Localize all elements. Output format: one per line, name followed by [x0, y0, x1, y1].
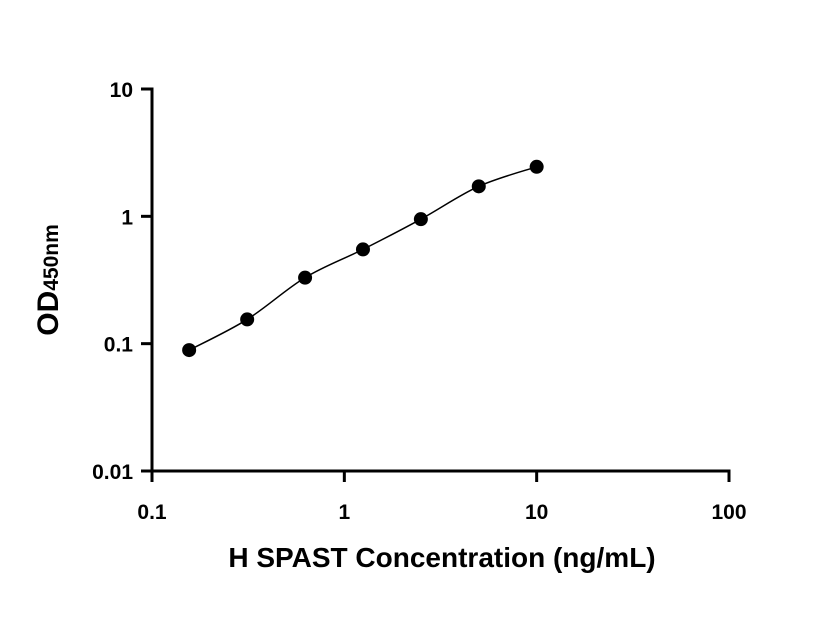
axes	[150, 87, 731, 473]
data-points	[182, 159, 544, 358]
x-tick-label: 0.1	[137, 501, 167, 524]
y-tick-label: 10	[110, 79, 133, 102]
data-point	[240, 312, 255, 327]
data-point	[182, 343, 197, 358]
x-axis-title: H SPAST Concentration (ng/mL)	[228, 542, 655, 573]
y-axis-title-main: OD	[32, 291, 65, 336]
y-axis-title-subscript: 450nm	[40, 224, 63, 291]
data-point	[298, 270, 313, 285]
y-tick-label: 0.1	[104, 334, 134, 357]
y-tick-label: 1	[121, 206, 133, 229]
data-point	[413, 212, 428, 227]
data-point	[355, 242, 370, 257]
data-point	[471, 179, 486, 194]
y-axis-title: OD450nm	[32, 224, 65, 336]
y-tick-label: 0.01	[92, 461, 133, 484]
x-tick-label: 10	[525, 501, 548, 524]
data-point	[529, 159, 544, 174]
x-tick-label: 100	[711, 501, 746, 524]
x-tick-label: 1	[338, 501, 350, 524]
